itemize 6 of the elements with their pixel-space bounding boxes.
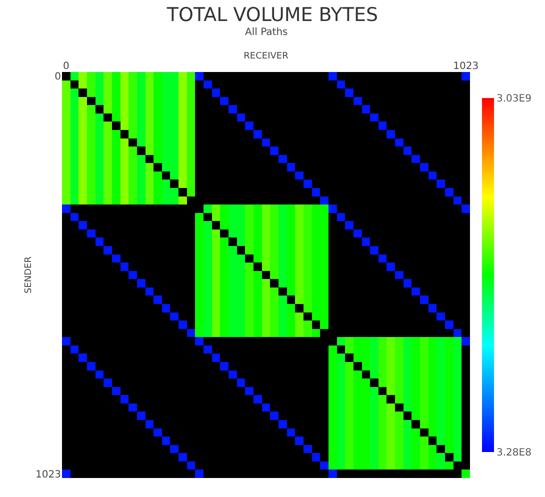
color-bar-label: 3.28E8 [496, 448, 532, 458]
color-bar-label: 3.03E9 [496, 94, 532, 104]
y-axis-title: SENDER [24, 256, 34, 294]
chart-subtitle: All Paths [245, 27, 288, 38]
chart-title: TOTAL VOLUME BYTES [166, 4, 378, 26]
x-axis-title: RECEIVER [244, 51, 288, 62]
